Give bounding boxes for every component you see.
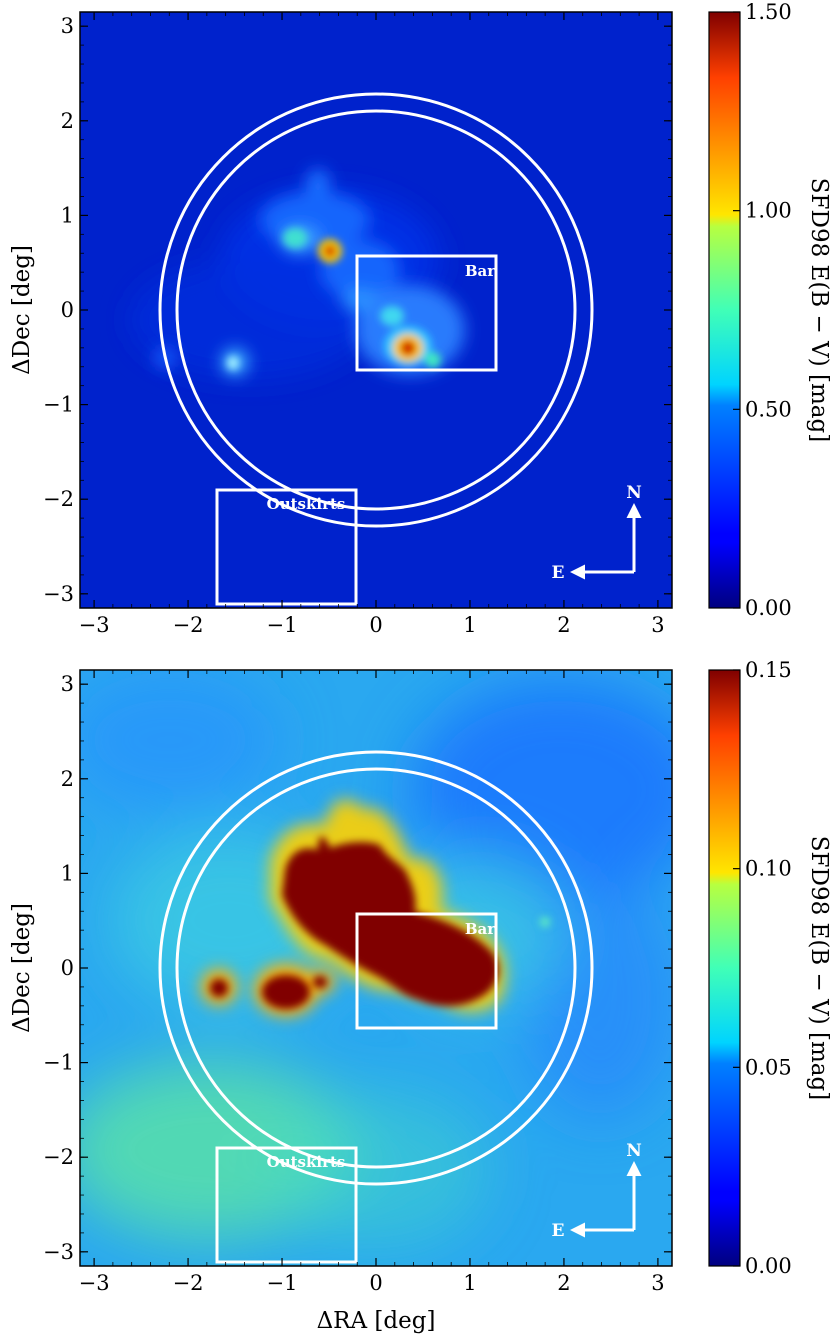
- colorbar-tick-label: 0.15: [745, 658, 792, 682]
- y-tick-label: 2: [61, 109, 74, 133]
- top-panel: Bar Outskirts N E −3 3 −2 2 −1 1 0 0 1 −1 2 −2 3 −3 Δ…: [9, 0, 832, 637]
- bottom-outskirts-region: [215, 1146, 358, 1264]
- bottom-y-axis-label: ΔDec [deg]: [9, 903, 35, 1033]
- bottom-east-label: E: [552, 1221, 565, 1241]
- y-tick-label: −2: [43, 487, 74, 511]
- x-tick-label: 1: [463, 613, 476, 637]
- top-y-axis-label: ΔDec [deg]: [9, 245, 35, 375]
- y-tick-label: −3: [43, 582, 74, 606]
- y-tick-label: −1: [43, 1051, 74, 1075]
- x-tick-label: 3: [651, 613, 664, 637]
- top-colorbar-label: SFD98 E(B − V) [mag]: [806, 178, 832, 442]
- bottom-colorbar-ticks: 0.15 0.10 0.05 0.00: [733, 658, 792, 1278]
- bottom-bar-label: Bar: [465, 920, 496, 938]
- top-outskirts-label: Outskirts: [267, 495, 346, 513]
- y-tick-label: −1: [43, 393, 74, 417]
- x-tick-label: −2: [173, 1271, 204, 1295]
- bottom-ticks: −3 3 −2 2 −1 1 0 0 1 −1 2 −2 3 −3: [43, 670, 672, 1295]
- top-north-label: N: [626, 483, 642, 503]
- x-tick-label: 2: [557, 613, 570, 637]
- bottom-outer-circle: [158, 750, 594, 1186]
- bottom-cloud-core: [210, 836, 550, 1009]
- top-outer-circle: [158, 92, 594, 528]
- bottom-colorbar-label: SFD98 E(B − V) [mag]: [806, 836, 832, 1100]
- bottom-north-label: N: [626, 1141, 642, 1161]
- bottom-outskirts-label: Outskirts: [267, 1153, 346, 1171]
- bottom-inner-circle: [175, 767, 577, 1169]
- colorbar-tick-label: 0.05: [745, 1055, 792, 1079]
- x-tick-label: −3: [79, 613, 110, 637]
- top-outskirts-region: [215, 488, 358, 606]
- colorbar-tick-label: 1.00: [745, 199, 792, 223]
- top-ticks: −3 3 −2 2 −1 1 0 0 1 −1 2 −2 3 −3: [43, 12, 672, 637]
- y-tick-label: 2: [61, 767, 74, 791]
- y-tick-label: 0: [61, 956, 74, 980]
- x-tick-label: 0: [369, 613, 382, 637]
- y-tick-label: 0: [61, 298, 74, 322]
- bottom-x-axis-label: ΔRA [deg]: [317, 1308, 436, 1334]
- x-tick-label: −3: [79, 1271, 110, 1295]
- colorbar-tick-label: 1.50: [745, 0, 792, 24]
- x-tick-label: −1: [267, 1271, 298, 1295]
- y-tick-label: 1: [61, 203, 74, 227]
- bottom-compass: N E: [552, 1141, 642, 1241]
- x-tick-label: 1: [463, 1271, 476, 1295]
- top-bar-label: Bar: [465, 262, 496, 280]
- bottom-panel: Bar Outskirts N E −3 3 −2 2 −1 1 0 0 1 −1 2 −2 3 −3 Δ…: [9, 658, 832, 1334]
- top-heatmap: Bar Outskirts N E: [80, 12, 672, 608]
- top-bar-region: [355, 254, 498, 372]
- y-tick-label: 3: [61, 14, 74, 38]
- bottom-colorbar: [708, 669, 741, 1267]
- y-tick-label: −2: [43, 1145, 74, 1169]
- top-colorbar-ticks: 1.50 1.00 0.50 0.00: [733, 0, 792, 620]
- x-tick-label: 0: [369, 1271, 382, 1295]
- colorbar-tick-label: 0.00: [745, 596, 792, 620]
- top-compass: N E: [552, 483, 642, 583]
- x-tick-label: −1: [267, 613, 298, 637]
- colorbar-tick-label: 0.50: [745, 397, 792, 421]
- x-tick-label: 2: [557, 1271, 570, 1295]
- top-bright-knots: [227, 228, 441, 370]
- x-tick-label: 3: [651, 1271, 664, 1295]
- y-tick-label: −3: [43, 1240, 74, 1264]
- top-east-label: E: [552, 563, 565, 583]
- y-tick-label: 1: [61, 861, 74, 885]
- colorbar-tick-label: 0.10: [745, 857, 792, 881]
- bottom-bar-region: [355, 912, 498, 1030]
- top-inner-circle: [175, 109, 577, 511]
- x-tick-label: −2: [173, 613, 204, 637]
- colorbar-tick-label: 0.00: [745, 1254, 792, 1278]
- bottom-heatmap: Bar Outskirts N E: [80, 670, 672, 1266]
- y-tick-label: 3: [61, 672, 74, 696]
- top-colorbar: [708, 11, 741, 609]
